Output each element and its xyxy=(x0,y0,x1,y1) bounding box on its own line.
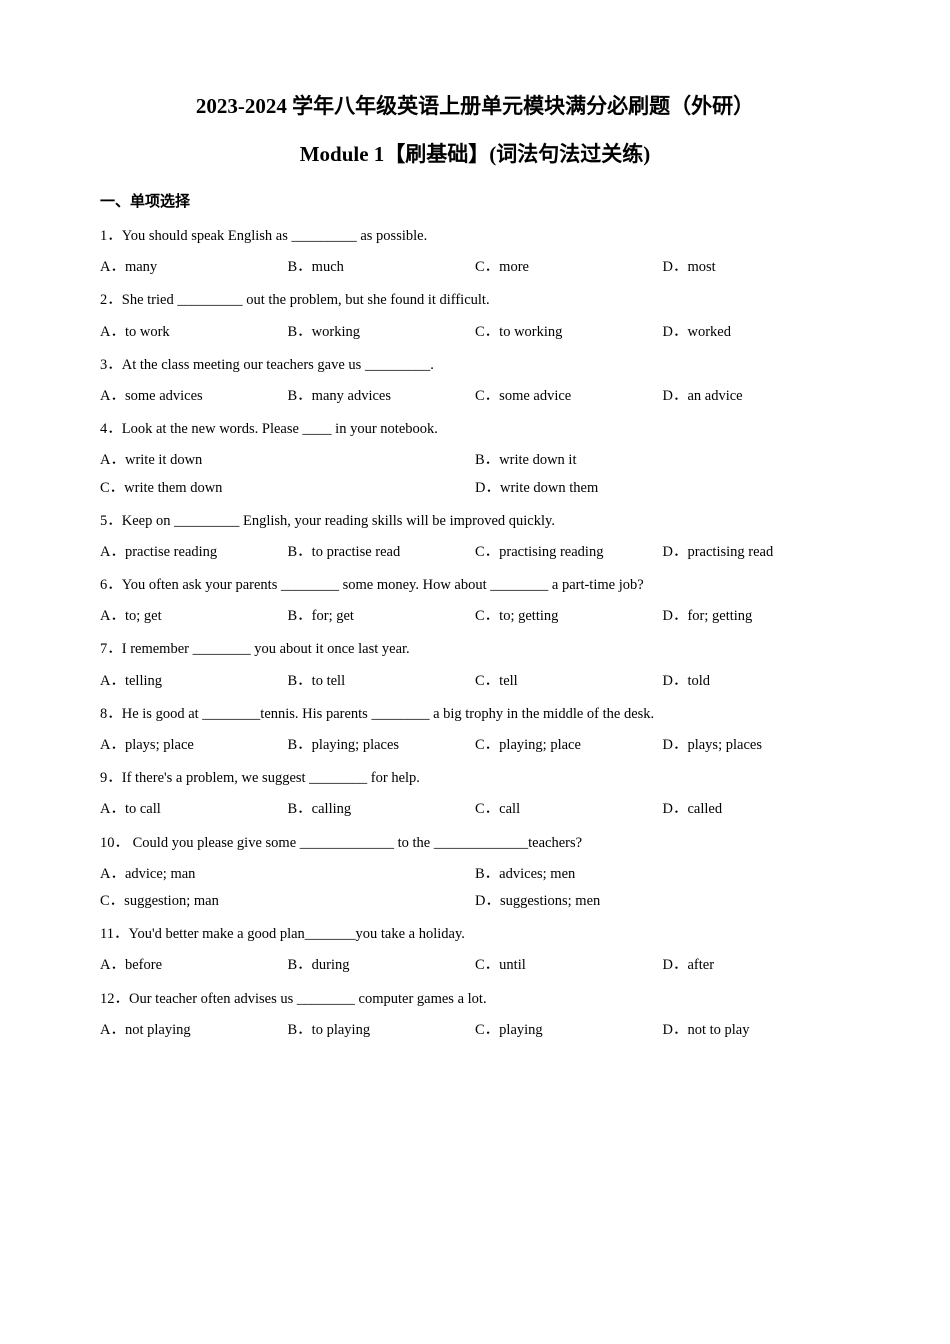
question-text: 10． Could you please give some _________… xyxy=(100,832,850,855)
choice: A．many xyxy=(100,256,288,279)
question: 6．You often ask your parents ________ so… xyxy=(100,574,850,628)
choices-row: A．beforeB．duringC．untilD．after xyxy=(100,954,850,977)
choice: B．write down it xyxy=(475,449,850,472)
question-text: 4．Look at the new words. Please ____ in … xyxy=(100,418,850,441)
question-text: 3．At the class meeting our teachers gave… xyxy=(100,354,850,377)
choices-row: A．plays; placeB．playing; placesC．playing… xyxy=(100,734,850,757)
question: 12．Our teacher often advises us ________… xyxy=(100,988,850,1042)
choice: A．advice; man xyxy=(100,863,475,886)
choices-row: C．write them downD．write down them xyxy=(100,477,850,500)
choice: D．for; getting xyxy=(663,605,851,628)
choice: D．after xyxy=(663,954,851,977)
choice: A．to; get xyxy=(100,605,288,628)
choices-row: A．to; getB．for; getC．to; gettingD．for; g… xyxy=(100,605,850,628)
choices-row: A．to callB．callingC．callD．called xyxy=(100,798,850,821)
choice: D．worked xyxy=(663,321,851,344)
choices-row: A．write it downB．write down it xyxy=(100,449,850,472)
choice: B．much xyxy=(288,256,476,279)
choice: C．call xyxy=(475,798,663,821)
choice: C．playing xyxy=(475,1019,663,1042)
choices-row: C．suggestion; manD．suggestions; men xyxy=(100,890,850,913)
question-text: 7．I remember ________ you about it once … xyxy=(100,638,850,661)
choice: C．until xyxy=(475,954,663,977)
choice: A．plays; place xyxy=(100,734,288,757)
choice: A．write it down xyxy=(100,449,475,472)
choice: B．many advices xyxy=(288,385,476,408)
choices-row: A．to workB．workingC．to workingD．worked xyxy=(100,321,850,344)
choices-row: A．advice; manB．advices; men xyxy=(100,863,850,886)
question: 4．Look at the new words. Please ____ in … xyxy=(100,418,850,500)
choice: D．called xyxy=(663,798,851,821)
choice: B．playing; places xyxy=(288,734,476,757)
choice: B．to practise read xyxy=(288,541,476,564)
question-text: 6．You often ask your parents ________ so… xyxy=(100,574,850,597)
choice: B．during xyxy=(288,954,476,977)
choice: B．to playing xyxy=(288,1019,476,1042)
choices-row: A．some advicesB．many advicesC．some advic… xyxy=(100,385,850,408)
question: 10． Could you please give some _________… xyxy=(100,832,850,914)
choice: C．playing; place xyxy=(475,734,663,757)
title-sub: Module 1【刷基础】(词法句法过关练) xyxy=(100,138,850,168)
choice: D．plays; places xyxy=(663,734,851,757)
page-container: 2023-2024 学年八年级英语上册单元模块满分必刷题（外研） Module … xyxy=(0,0,950,1344)
choice: D．told xyxy=(663,670,851,693)
questions-container: 1．You should speak English as _________ … xyxy=(100,225,850,1042)
question-text: 11．You'd better make a good plan_______y… xyxy=(100,923,850,946)
question-text: 5．Keep on _________ English, your readin… xyxy=(100,510,850,533)
choice: D．write down them xyxy=(475,477,850,500)
question: 1．You should speak English as _________ … xyxy=(100,225,850,279)
choice: A．before xyxy=(100,954,288,977)
choice: C．write them down xyxy=(100,477,475,500)
choice: A．to call xyxy=(100,798,288,821)
question: 7．I remember ________ you about it once … xyxy=(100,638,850,692)
section-header: 一、单项选择 xyxy=(100,190,850,211)
choice: B．calling xyxy=(288,798,476,821)
choices-row: A．not playingB．to playingC．playingD．not … xyxy=(100,1019,850,1042)
choices-row: A．manyB．muchC．moreD．most xyxy=(100,256,850,279)
choices-row: A．practise readingB．to practise readC．pr… xyxy=(100,541,850,564)
choice: C．some advice xyxy=(475,385,663,408)
choice: C．suggestion; man xyxy=(100,890,475,913)
choice: B．for; get xyxy=(288,605,476,628)
choices-row: A．tellingB．to tellC．tellD．told xyxy=(100,670,850,693)
choice: A．telling xyxy=(100,670,288,693)
choice: B．advices; men xyxy=(475,863,850,886)
choice: C．practising reading xyxy=(475,541,663,564)
choice: B．working xyxy=(288,321,476,344)
question: 8．He is good at ________tennis. His pare… xyxy=(100,703,850,757)
question-text: 12．Our teacher often advises us ________… xyxy=(100,988,850,1011)
choice: D．practising read xyxy=(663,541,851,564)
question: 2．She tried _________ out the problem, b… xyxy=(100,289,850,343)
question: 5．Keep on _________ English, your readin… xyxy=(100,510,850,564)
choice: D．an advice xyxy=(663,385,851,408)
choice: D．not to play xyxy=(663,1019,851,1042)
question: 9．If there's a problem, we suggest _____… xyxy=(100,767,850,821)
choice: A．to work xyxy=(100,321,288,344)
choice: A．some advices xyxy=(100,385,288,408)
question-text: 1．You should speak English as _________ … xyxy=(100,225,850,248)
choice: C．tell xyxy=(475,670,663,693)
choice: D．suggestions; men xyxy=(475,890,850,913)
choice: C．more xyxy=(475,256,663,279)
question-text: 8．He is good at ________tennis. His pare… xyxy=(100,703,850,726)
title-main: 2023-2024 学年八年级英语上册单元模块满分必刷题（外研） xyxy=(100,90,850,120)
question: 3．At the class meeting our teachers gave… xyxy=(100,354,850,408)
question-text: 9．If there's a problem, we suggest _____… xyxy=(100,767,850,790)
question: 11．You'd better make a good plan_______y… xyxy=(100,923,850,977)
choice: A．not playing xyxy=(100,1019,288,1042)
question-text: 2．She tried _________ out the problem, b… xyxy=(100,289,850,312)
choice: D．most xyxy=(663,256,851,279)
choice: C．to working xyxy=(475,321,663,344)
choice: A．practise reading xyxy=(100,541,288,564)
choice: C．to; getting xyxy=(475,605,663,628)
choice: B．to tell xyxy=(288,670,476,693)
